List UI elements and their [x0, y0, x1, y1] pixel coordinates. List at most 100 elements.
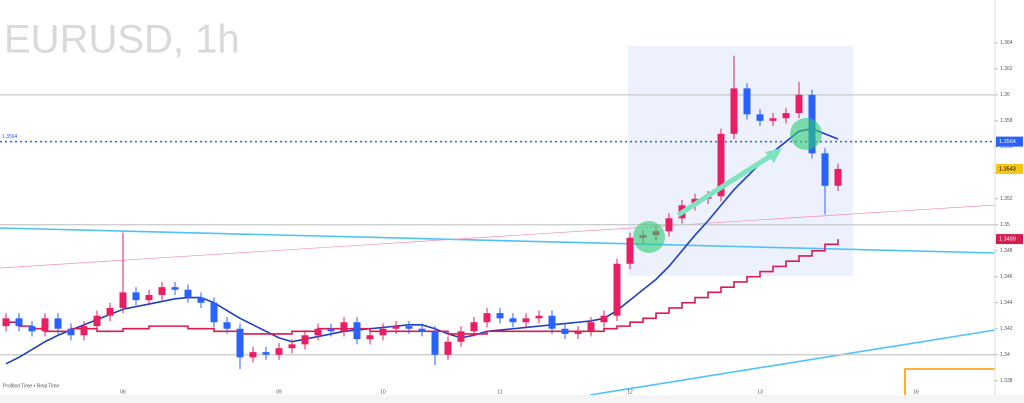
candle-body	[834, 168, 842, 186]
candle-body	[782, 113, 790, 119]
y-tick-label: 1.36	[1000, 92, 1010, 98]
candle-body	[54, 318, 62, 329]
candle-body	[184, 289, 192, 298]
candle-body	[249, 352, 257, 358]
trend-line	[0, 227, 996, 254]
candle-body	[28, 326, 36, 332]
price-badge-label: 1.3543	[999, 166, 1016, 172]
candle-body	[223, 322, 231, 329]
candle-body	[821, 153, 829, 186]
footer: Profiled Time • Real Time	[3, 383, 59, 389]
candle-body	[769, 118, 777, 121]
candle-body	[587, 322, 595, 332]
x-tick-label: 13	[757, 389, 763, 395]
candle-body	[93, 315, 101, 327]
y-tick-label: 1.356	[1000, 144, 1013, 150]
candle-body	[236, 328, 244, 358]
marker	[633, 221, 665, 253]
marks: 1.338 1.34 1.342 1.344 1.346 1.348 1.35 1.352 1.…	[0, 40, 1023, 395]
chart-title: EURUSD, 1h	[4, 18, 240, 62]
arrow-head	[765, 148, 782, 163]
y-tick-label: 1.346	[1000, 274, 1013, 280]
candle-body	[522, 318, 530, 323]
orange-line	[904, 368, 995, 395]
candle-body	[288, 344, 296, 349]
candle-body	[613, 263, 621, 316]
price-badge	[996, 163, 1023, 174]
price-badge-label: 1.3564	[999, 139, 1016, 145]
y-tick-label: 1.352	[1000, 196, 1013, 202]
y-tick-label: 1.34	[1000, 352, 1010, 358]
candle-body	[80, 326, 88, 336]
candle-body	[418, 328, 426, 332]
candle-body	[197, 297, 205, 303]
x-tick-label: 10	[380, 389, 386, 395]
candle-body	[509, 318, 517, 323]
candle-body	[561, 328, 569, 334]
candle-body	[717, 133, 725, 197]
candle-body	[730, 88, 738, 134]
candle-body	[340, 322, 348, 332]
candle-body	[158, 287, 166, 295]
y-tick-label: 1.35	[1000, 222, 1010, 228]
candle-body	[366, 335, 374, 340]
marker	[790, 118, 822, 150]
x-tick-label: 06	[120, 389, 126, 395]
y-tick-label: 1.338	[1000, 378, 1013, 384]
candle-body	[405, 326, 413, 329]
price-badge-label: 1.3489	[999, 237, 1016, 243]
candle-body	[795, 94, 803, 114]
candle-body	[106, 307, 114, 316]
candle-body	[743, 88, 751, 115]
price-badge	[996, 136, 1023, 147]
candle-body	[574, 331, 582, 334]
candle-body	[41, 318, 49, 332]
price-badge	[996, 234, 1023, 245]
candle-body	[132, 292, 140, 301]
candle-body	[470, 322, 478, 332]
candle-body	[15, 318, 23, 327]
candle-body	[314, 328, 322, 336]
bottom-bar	[0, 395, 1024, 403]
candle-body	[600, 315, 608, 323]
y-tick-label: 1.358	[1000, 118, 1013, 124]
candle-body	[626, 237, 634, 264]
candle-body	[431, 331, 439, 355]
candle-body	[392, 326, 400, 329]
y-tick-label: 1.342	[1000, 326, 1013, 332]
x-tick-label: 09	[276, 389, 282, 395]
candle-body	[665, 218, 673, 232]
candle-body	[301, 335, 309, 345]
trend-line	[589, 329, 996, 396]
candle-body	[457, 331, 465, 342]
x-tick-label: 16	[913, 389, 919, 395]
candle-body	[353, 322, 361, 340]
dashed-level-label: 1.3564	[2, 134, 18, 140]
x-tick-label: 11	[497, 389, 502, 395]
candle-body	[756, 114, 764, 121]
candle-body	[275, 348, 283, 355]
y-tick-label: 1.364	[1000, 40, 1013, 46]
candle-body	[379, 328, 387, 336]
x-tick-label: 12	[627, 389, 633, 395]
candle-body	[535, 315, 543, 319]
highlight-box	[628, 46, 853, 276]
y-tick-label: 1.344	[1000, 300, 1013, 306]
y-tick-label: 1.348	[1000, 248, 1013, 254]
candle-body	[119, 292, 127, 308]
y-tick-label: 1.362	[1000, 66, 1013, 72]
candle-body	[67, 328, 75, 336]
candle-body	[171, 287, 179, 290]
candle-body	[210, 302, 218, 323]
candle-body	[483, 313, 491, 323]
arrow	[676, 152, 774, 218]
trend-line	[0, 204, 996, 269]
candle-body	[496, 313, 504, 319]
candle-body	[327, 328, 335, 332]
candle-body	[548, 315, 556, 329]
candle-body	[262, 352, 270, 355]
candle-body	[145, 294, 153, 301]
